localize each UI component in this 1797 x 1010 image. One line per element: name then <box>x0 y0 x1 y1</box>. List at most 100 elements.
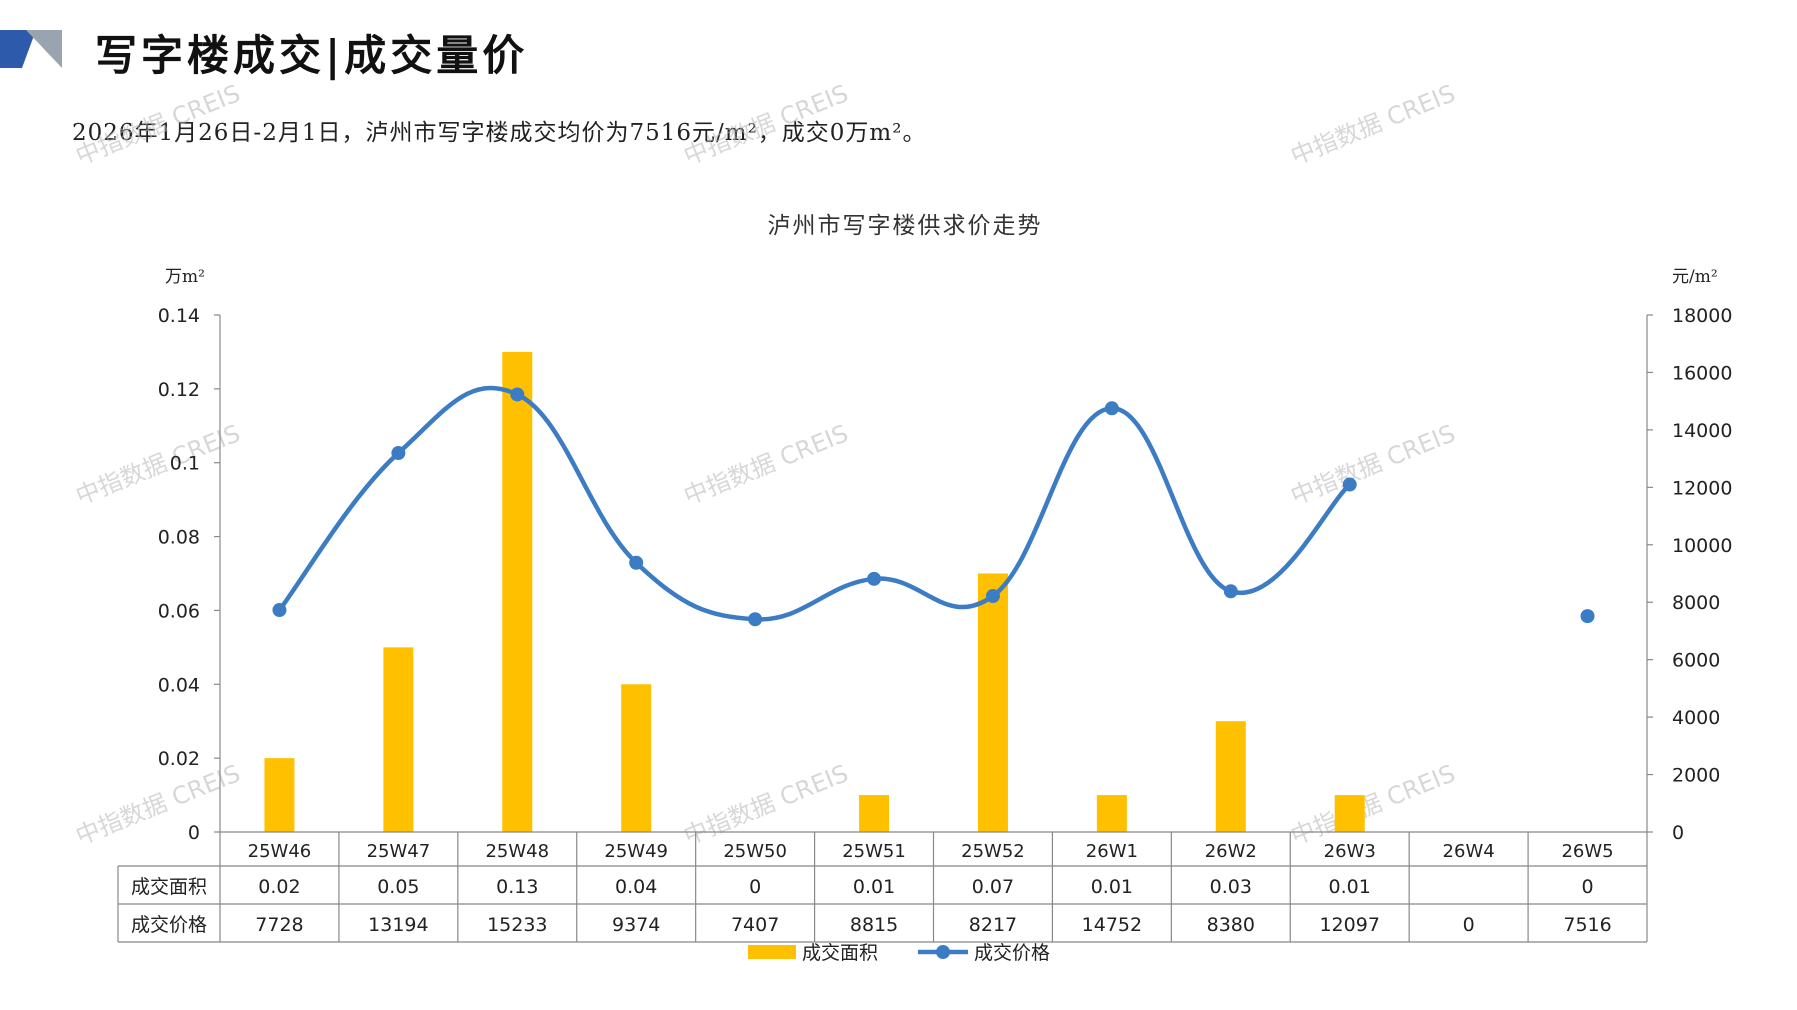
area-bar <box>264 758 295 832</box>
category-label: 25W50 <box>723 841 787 862</box>
price-cell: 7728 <box>255 914 303 936</box>
row-header-price: 成交价格 <box>131 914 207 936</box>
legend-label-area: 成交面积 <box>802 942 878 964</box>
area-cell: 0.03 <box>1210 876 1252 898</box>
price-cell: 7516 <box>1563 914 1611 936</box>
watermark-text: 中指数据 CREIS <box>680 79 852 170</box>
price-point <box>629 555 644 570</box>
watermark-text: 中指数据 CREIS <box>680 419 852 510</box>
watermark-text: 中指数据 CREIS <box>1287 79 1459 170</box>
price-cell: 9374 <box>612 914 660 936</box>
price-point <box>1342 477 1357 492</box>
right-tick-label: 4000 <box>1672 707 1720 729</box>
area-bar <box>859 795 890 832</box>
right-tick-label: 6000 <box>1672 650 1720 672</box>
price-cell: 15233 <box>487 914 547 936</box>
left-tick-label: 0.02 <box>158 748 200 770</box>
header-decoration <box>0 30 62 68</box>
watermark-text: 中指数据 CREIS <box>72 79 244 170</box>
left-tick-label: 0.1 <box>170 453 200 475</box>
category-label: 25W47 <box>367 841 431 862</box>
area-bar <box>383 647 414 832</box>
price-point <box>748 612 763 627</box>
summary-text: 2026年1月26日-2月1日，泸州市写字楼成交均价为7516元/m²，成交0万… <box>72 120 927 146</box>
price-cell: 8217 <box>969 914 1017 936</box>
watermark-text: 中指数据 CREIS <box>1287 419 1459 510</box>
category-label: 26W3 <box>1324 841 1376 862</box>
left-tick-label: 0.08 <box>158 527 200 549</box>
price-point <box>985 588 1000 603</box>
legend-label-price: 成交价格 <box>974 942 1050 964</box>
bar-series <box>264 351 1365 832</box>
watermark-text: 中指数据 CREIS <box>72 419 244 510</box>
area-cell: 0.01 <box>853 876 895 898</box>
category-label: 26W2 <box>1205 841 1257 862</box>
area-cell: 0.04 <box>615 876 657 898</box>
category-label: 25W48 <box>485 841 549 862</box>
price-point <box>1223 584 1238 599</box>
watermark-text: 中指数据 CREIS <box>680 759 852 850</box>
price-point <box>1104 401 1119 416</box>
area-cell: 0 <box>1581 876 1593 898</box>
left-axis-unit: 万m² <box>165 267 205 287</box>
right-tick-label: 8000 <box>1672 592 1720 614</box>
price-cell: 8380 <box>1207 914 1255 936</box>
line-series <box>272 385 1595 627</box>
data-table: 25W46 25W47 25W48 25W49 25W50 25W51 25W52 26W1 2… <box>117 831 1648 943</box>
price-cell: 0 <box>1463 914 1475 936</box>
area-bar <box>621 684 652 832</box>
area-cell: 0.07 <box>972 876 1014 898</box>
category-label: 25W51 <box>842 841 906 862</box>
watermark-layer: 中指数据 CREIS 中指数据 CREIS 中指数据 CREIS 中指数据 CREIS… <box>72 79 1459 850</box>
area-cell: 0 <box>749 876 761 898</box>
price-point <box>1580 609 1595 624</box>
area-cell: 0.01 <box>1091 876 1133 898</box>
area-cell: 0.02 <box>258 876 300 898</box>
price-point <box>391 446 406 461</box>
page-title: 写字楼成交|成交量价 <box>95 31 529 80</box>
price-cell: 8815 <box>850 914 898 936</box>
price-point <box>510 387 525 402</box>
price-point <box>272 603 287 618</box>
chart-title: 泸州市写字楼供求价走势 <box>768 213 1043 239</box>
price-cell: 13194 <box>368 914 428 936</box>
right-tick-label: 2000 <box>1672 765 1720 787</box>
left-tick-label: 0.06 <box>158 600 200 622</box>
row-header-area: 成交面积 <box>131 876 207 898</box>
category-label: 26W5 <box>1561 841 1613 862</box>
price-point <box>867 571 882 586</box>
category-label: 26W1 <box>1086 841 1138 862</box>
right-tick-label: 14000 <box>1672 420 1732 442</box>
price-line <box>277 385 1352 622</box>
left-tick-label: 0.14 <box>158 305 200 327</box>
area-bar <box>1334 795 1365 832</box>
area-cell: 0.05 <box>377 876 419 898</box>
area-bar <box>502 351 533 832</box>
right-tick-label: 18000 <box>1672 305 1732 327</box>
left-tick-label: 0.04 <box>158 674 200 696</box>
category-label: 25W52 <box>961 841 1025 862</box>
legend-marker-price <box>936 945 950 959</box>
legend: 成交面积 成交价格 <box>748 942 1050 964</box>
axes: 0 0.02 0.04 0.06 0.08 0.1 0.12 0.14 0 2000 4000 600… <box>158 305 1733 844</box>
area-bar <box>1096 795 1127 832</box>
price-cell: 14752 <box>1082 914 1142 936</box>
price-cell: 12097 <box>1319 914 1379 936</box>
category-label: 25W46 <box>248 841 312 862</box>
watermark-text: 中指数据 CREIS <box>72 759 244 850</box>
right-axis-unit: 元/m² <box>1672 267 1718 287</box>
area-cell: 0.13 <box>496 876 538 898</box>
right-tick-label: 10000 <box>1672 535 1732 557</box>
area-cell: 0.01 <box>1329 876 1371 898</box>
area-bar <box>977 573 1008 832</box>
category-label: 26W4 <box>1443 841 1495 862</box>
right-tick-label: 16000 <box>1672 362 1732 384</box>
price-cell: 7407 <box>731 914 779 936</box>
area-bar <box>1215 721 1246 832</box>
watermark-text: 中指数据 CREIS <box>1287 759 1459 850</box>
right-tick-label: 0 <box>1672 822 1684 844</box>
left-tick-label: 0 <box>188 822 200 844</box>
right-tick-label: 12000 <box>1672 477 1732 499</box>
left-tick-label: 0.12 <box>158 379 200 401</box>
